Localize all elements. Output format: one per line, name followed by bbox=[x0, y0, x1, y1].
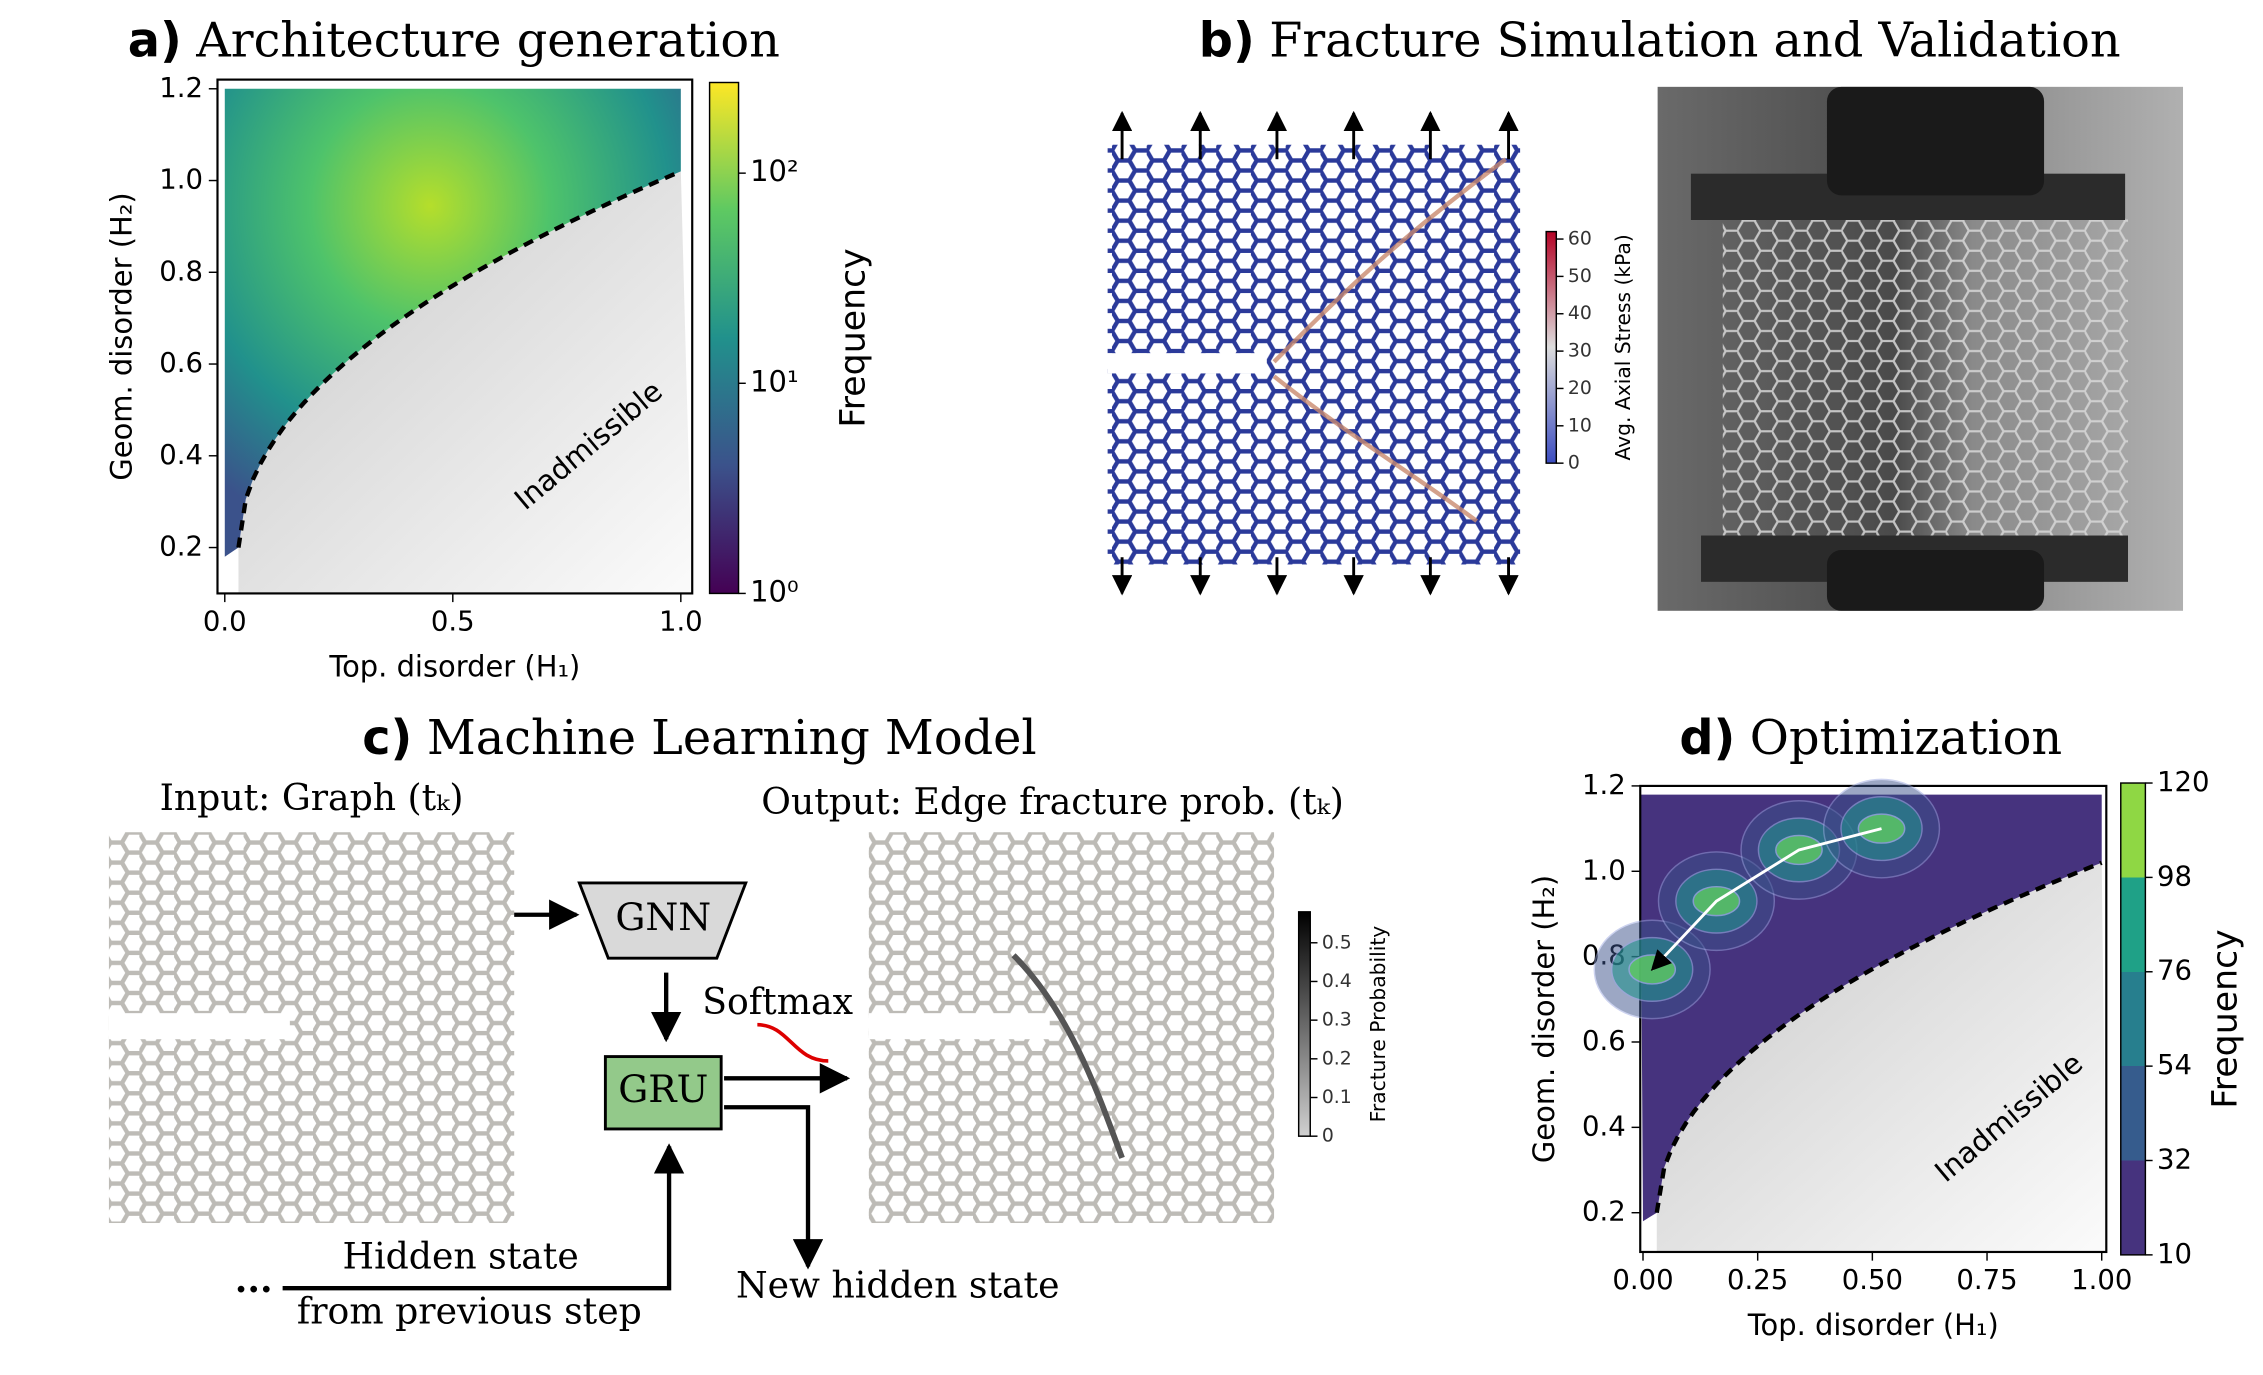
x-tick-label: 0.25 bbox=[1727, 1264, 1788, 1296]
inadmissible-region bbox=[238, 171, 693, 594]
colorbar-tick-label: 32 bbox=[2157, 1144, 2192, 1176]
panel-label: d) bbox=[1679, 711, 1735, 766]
colorbar bbox=[1545, 230, 1558, 464]
x-tick-label: 0.00 bbox=[1612, 1264, 1673, 1296]
colorbar-label: Avg. Axial Stress (kPa) bbox=[1611, 234, 1635, 460]
ellipsis: ... bbox=[235, 1258, 273, 1301]
simulation-lattice bbox=[1107, 110, 1521, 596]
y-tick-label: 1.0 bbox=[159, 164, 203, 196]
x-tick-label: 0.0 bbox=[203, 605, 247, 637]
heatmap-region bbox=[224, 88, 681, 557]
gnn-label: GNN bbox=[615, 895, 711, 939]
y-axis-label: Geom. disorder (H₂) bbox=[1527, 875, 1561, 1163]
colorbar bbox=[708, 81, 740, 595]
optimization-path bbox=[1650, 827, 1882, 971]
colorbar-tick-label: 10 bbox=[2157, 1238, 2192, 1270]
panel-title: c) Machine Learning Model bbox=[362, 711, 1036, 767]
colorbar-tick-label: 54 bbox=[2157, 1049, 2192, 1081]
x-tick-label: 0.5 bbox=[431, 605, 475, 637]
x-axis-label: Top. disorder (H₁) bbox=[328, 650, 580, 684]
colorbar-tick-label: 76 bbox=[2157, 955, 2192, 987]
y-tick-label: 0.6 bbox=[1582, 1025, 1626, 1057]
colorbar-tick-label: 10⁰ bbox=[750, 574, 798, 608]
plot-frame bbox=[216, 78, 694, 595]
hidden-state-label: Hidden state bbox=[343, 1235, 579, 1278]
y-axis-label: Geom. disorder (H₂) bbox=[104, 192, 138, 480]
title-text: Architecture generation bbox=[195, 13, 780, 68]
output-label: Output: Edge fracture prob. (tₖ) bbox=[761, 780, 1344, 823]
y-tick-label: 1.0 bbox=[1582, 854, 1626, 886]
y-tick-label: 0.4 bbox=[1582, 1110, 1626, 1142]
y-tick-label: 1.2 bbox=[1582, 769, 1626, 801]
panel-title: a) Architecture generation bbox=[128, 13, 780, 69]
panel-title: d) Optimization bbox=[1679, 711, 2062, 767]
title-text: Optimization bbox=[1750, 711, 2062, 766]
x-tick-label: 1.00 bbox=[2071, 1264, 2132, 1296]
x-tick-label: 1.0 bbox=[659, 605, 703, 637]
colorbar-tick-label: 120 bbox=[2157, 766, 2209, 798]
colorbar-tick-label: 0.2 bbox=[1322, 1048, 1352, 1069]
colorbar-label: Frequency bbox=[2205, 929, 2245, 1108]
inadmissible-region bbox=[1656, 862, 2107, 1252]
hidden-state-label: from previous step bbox=[297, 1290, 642, 1333]
new-hidden-state-label: New hidden state bbox=[736, 1264, 1060, 1307]
panel-label: b) bbox=[1199, 13, 1255, 68]
y-tick-label: 1.2 bbox=[159, 72, 203, 104]
y-tick-label: 0.6 bbox=[159, 347, 203, 379]
colorbar-tick-label: 0.3 bbox=[1322, 1010, 1352, 1031]
colorbar-tick-label: 10² bbox=[750, 154, 798, 188]
x-axis-label: Top. disorder (H₁) bbox=[1747, 1308, 1999, 1342]
boundary-curve bbox=[1654, 860, 2103, 1214]
colorbar-tick-label: 10¹ bbox=[750, 364, 798, 398]
panel-title: b) Fracture Simulation and Validation bbox=[1199, 13, 2121, 69]
colorbar-tick-label: 0.4 bbox=[1322, 971, 1352, 992]
ml-diagram bbox=[108, 832, 1275, 1291]
colorbar-tick-label: 30 bbox=[1568, 341, 1592, 362]
colorbar-tick-label: 60 bbox=[1568, 229, 1592, 250]
colorbar-tick-label: 10 bbox=[1568, 415, 1592, 436]
colorbar-label: Fracture Probability bbox=[1366, 926, 1390, 1123]
title-text: Fracture Simulation and Validation bbox=[1269, 13, 2120, 68]
colorbar-tick-label: 0 bbox=[1322, 1126, 1334, 1147]
colorbar bbox=[2120, 782, 2147, 1256]
colorbar-tick-label: 50 bbox=[1568, 266, 1592, 287]
title-text: Machine Learning Model bbox=[427, 711, 1037, 766]
experiment-photo bbox=[1657, 86, 2184, 611]
y-tick-label: 0.2 bbox=[1582, 1196, 1626, 1228]
colorbar-tick-label: 0.1 bbox=[1322, 1087, 1352, 1108]
x-tick-label: 0.50 bbox=[1842, 1264, 1903, 1296]
panel-label: c) bbox=[362, 711, 412, 766]
colorbar-tick-label: 40 bbox=[1568, 303, 1592, 324]
boundary-curve bbox=[236, 169, 682, 548]
y-tick-label: 0.4 bbox=[159, 439, 203, 471]
colorbar bbox=[1297, 911, 1311, 1137]
y-tick-label: 0.2 bbox=[159, 531, 203, 563]
colorbar-tick-label: 0.5 bbox=[1322, 932, 1352, 953]
softmax-label: Softmax bbox=[702, 980, 853, 1023]
panel-label: a) bbox=[128, 13, 182, 68]
gru-label: GRU bbox=[618, 1067, 708, 1111]
x-tick-label: 0.75 bbox=[1956, 1264, 2017, 1296]
colorbar-label: Frequency bbox=[833, 248, 873, 427]
colorbar-tick-label: 20 bbox=[1568, 378, 1592, 399]
input-label: Input: Graph (tₖ) bbox=[160, 776, 464, 819]
y-tick-label: 0.8 bbox=[159, 255, 203, 287]
colorbar-tick-label: 0 bbox=[1568, 453, 1580, 474]
colorbar-tick-label: 98 bbox=[2157, 860, 2192, 892]
